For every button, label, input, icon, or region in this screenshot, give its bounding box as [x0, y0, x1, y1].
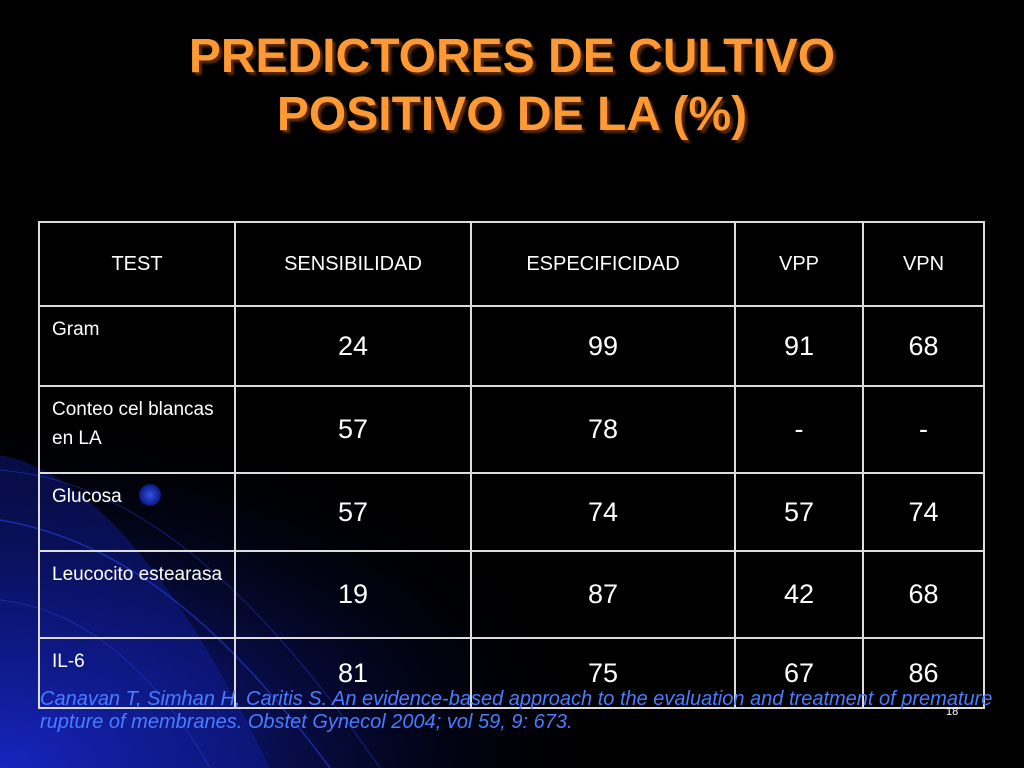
vpp-cell: 42 — [734, 550, 864, 639]
vpn-cell: 86 — [862, 637, 985, 709]
header-vpp: VPP — [734, 221, 864, 307]
especificidad-cell: 78 — [470, 385, 736, 474]
table-row: Gram 24 99 91 68 — [38, 305, 985, 387]
sensibilidad-cell: 19 — [234, 550, 472, 639]
table-row: Leucocito estearasa 19 87 42 68 — [38, 550, 985, 639]
vpp-cell: 91 — [734, 305, 864, 387]
table-row: IL-6 81 75 67 86 — [38, 637, 985, 709]
predictors-table: TEST SENSIBILIDAD ESPECIFICIDAD VPP VPN … — [38, 221, 985, 709]
especificidad-cell: 99 — [470, 305, 736, 387]
test-name-cell: Leucocito estearasa — [38, 550, 236, 639]
vpn-cell: 68 — [862, 550, 985, 639]
vpn-cell: - — [862, 385, 985, 474]
sensibilidad-cell: 24 — [234, 305, 472, 387]
header-vpn: VPN — [862, 221, 985, 307]
vpp-cell: - — [734, 385, 864, 474]
slide-title: PREDICTORES DE CULTIVO POSITIVO DE LA (%… — [0, 28, 1024, 144]
especificidad-cell: 87 — [470, 550, 736, 639]
title-line-1: PREDICTORES DE CULTIVO — [188, 30, 836, 83]
test-name-cell: Gram — [38, 305, 236, 387]
title-line-2: POSITIVO DE LA (%) — [276, 88, 748, 141]
sensibilidad-cell: 81 — [234, 637, 472, 709]
especificidad-cell: 74 — [470, 472, 736, 552]
sensibilidad-cell: 57 — [234, 385, 472, 474]
vpp-cell: 67 — [734, 637, 864, 709]
header-especificidad: ESPECIFICIDAD — [470, 221, 736, 307]
vpn-cell: 68 — [862, 305, 985, 387]
test-name-cell: Conteo cel blancas en LA — [38, 385, 236, 474]
vpn-cell: 74 — [862, 472, 985, 552]
test-name-cell: IL-6 — [38, 637, 236, 709]
header-test: TEST — [38, 221, 236, 307]
sensibilidad-cell: 57 — [234, 472, 472, 552]
table-row: Glucosa 57 74 57 74 — [38, 472, 985, 552]
table-row: Conteo cel blancas en LA 57 78 - - — [38, 385, 985, 474]
citation: Canavan T, Simhan H, Caritis S. An evide… — [40, 688, 993, 733]
slide-number: 18 — [946, 706, 959, 718]
especificidad-cell: 75 — [470, 637, 736, 709]
vpp-cell: 57 — [734, 472, 864, 552]
header-sensibilidad: SENSIBILIDAD — [234, 221, 472, 307]
table-header-row: TEST SENSIBILIDAD ESPECIFICIDAD VPP VPN — [38, 221, 985, 307]
test-name-cell: Glucosa — [38, 472, 236, 552]
